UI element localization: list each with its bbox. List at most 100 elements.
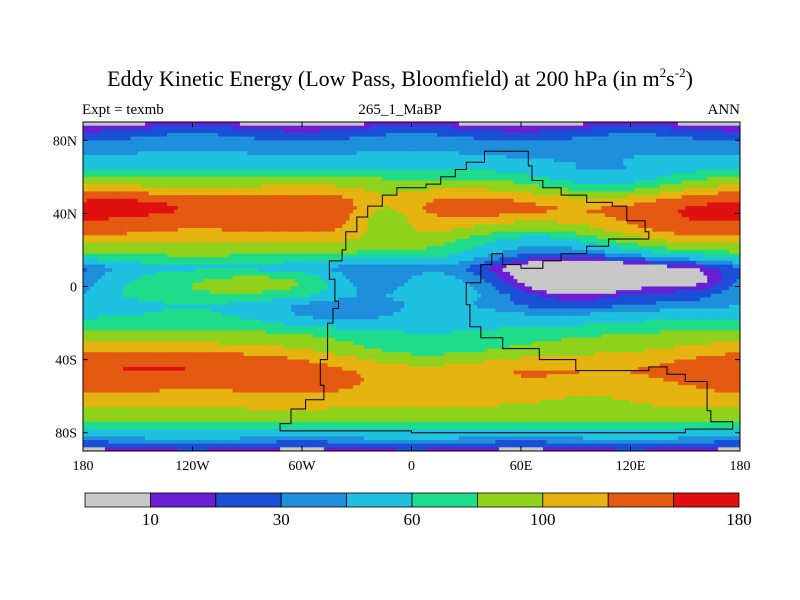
field-cell xyxy=(276,165,281,171)
field-cell xyxy=(506,140,511,145)
field-cell xyxy=(294,122,299,127)
field-cell xyxy=(218,184,223,189)
field-cell xyxy=(214,220,219,225)
field-cell xyxy=(688,151,694,156)
field-cell xyxy=(119,191,124,196)
field-cell xyxy=(221,151,226,156)
field-cell xyxy=(663,173,668,178)
field-cell xyxy=(265,122,270,127)
field-cell xyxy=(407,132,413,138)
field-cell xyxy=(302,158,307,163)
field-cell xyxy=(440,169,445,174)
field-cell xyxy=(521,180,526,185)
field-cell xyxy=(378,195,383,200)
field-cell xyxy=(615,165,621,171)
field-cell xyxy=(480,143,486,149)
field-cell xyxy=(298,147,303,152)
field-cell xyxy=(287,198,292,204)
field-cell xyxy=(517,195,522,200)
field-cell xyxy=(667,140,672,145)
field-cell xyxy=(437,184,442,189)
field-cell xyxy=(488,136,493,141)
field-cell xyxy=(148,132,153,138)
field-cell xyxy=(97,176,102,182)
field-cell xyxy=(250,209,256,214)
field-cell xyxy=(535,125,540,130)
field-cell xyxy=(528,165,533,171)
field-cell xyxy=(101,169,106,174)
field-cell xyxy=(309,122,314,127)
field-cell xyxy=(385,220,391,225)
field-cell xyxy=(232,143,237,149)
field-cell xyxy=(641,187,646,193)
field-cell xyxy=(192,132,197,138)
field-cell xyxy=(488,140,493,145)
field-cell xyxy=(375,169,380,174)
field-cell xyxy=(320,217,325,222)
field-cell xyxy=(458,125,464,130)
field-cell xyxy=(323,176,329,182)
field-cell xyxy=(323,147,329,152)
field-cell xyxy=(393,140,398,145)
field-cell xyxy=(681,158,686,163)
field-cell xyxy=(218,151,223,156)
field-cell xyxy=(371,217,376,222)
field-cell xyxy=(681,165,686,171)
field-cell xyxy=(203,129,208,134)
field-cell xyxy=(148,122,153,127)
field-cell xyxy=(710,158,716,163)
field-cell xyxy=(320,132,325,138)
field-cell xyxy=(181,132,186,138)
field-cell xyxy=(265,173,270,178)
field-cell xyxy=(429,122,434,127)
field-cell xyxy=(261,213,267,218)
field-cell xyxy=(276,129,281,134)
field-cell xyxy=(177,136,183,141)
field-cell xyxy=(389,191,394,196)
field-cell xyxy=(112,187,117,193)
field-cell xyxy=(422,220,427,225)
field-cell xyxy=(517,209,522,214)
field-cell xyxy=(597,165,602,171)
field-cell xyxy=(422,198,427,204)
field-cell xyxy=(177,129,183,134)
field-cell xyxy=(586,187,591,193)
field-cell xyxy=(199,198,205,204)
field-cell xyxy=(375,158,380,163)
field-cell xyxy=(123,176,128,182)
field-cell xyxy=(203,125,208,130)
field-cell xyxy=(243,184,248,189)
field-cell xyxy=(422,217,427,222)
field-cell xyxy=(342,154,347,160)
field-cell xyxy=(579,191,584,196)
field-cell xyxy=(272,187,278,193)
field-cell xyxy=(247,173,252,178)
field-cell xyxy=(291,122,296,127)
field-cell xyxy=(396,176,402,182)
field-cell xyxy=(634,180,639,185)
field-cell xyxy=(291,129,296,134)
field-cell xyxy=(119,154,124,160)
field-cell xyxy=(462,220,467,225)
field-cell xyxy=(342,206,347,211)
field-cell xyxy=(608,206,613,211)
field-cell xyxy=(360,162,365,167)
field-cell xyxy=(305,129,310,134)
field-cell xyxy=(572,143,577,149)
field-cell xyxy=(473,125,478,130)
field-cell xyxy=(272,147,278,152)
field-cell xyxy=(656,158,661,163)
field-cell xyxy=(258,191,263,196)
field-cell xyxy=(203,136,208,141)
field-cell xyxy=(572,165,577,171)
field-cell xyxy=(108,169,113,174)
field-cell xyxy=(426,122,431,127)
field-cell xyxy=(586,140,591,145)
field-cell xyxy=(283,158,288,163)
field-cell xyxy=(166,198,172,204)
field-cell xyxy=(579,198,584,204)
field-cell xyxy=(546,184,551,189)
field-cell xyxy=(159,147,164,152)
field-cell xyxy=(108,209,113,214)
field-cell xyxy=(696,217,701,222)
